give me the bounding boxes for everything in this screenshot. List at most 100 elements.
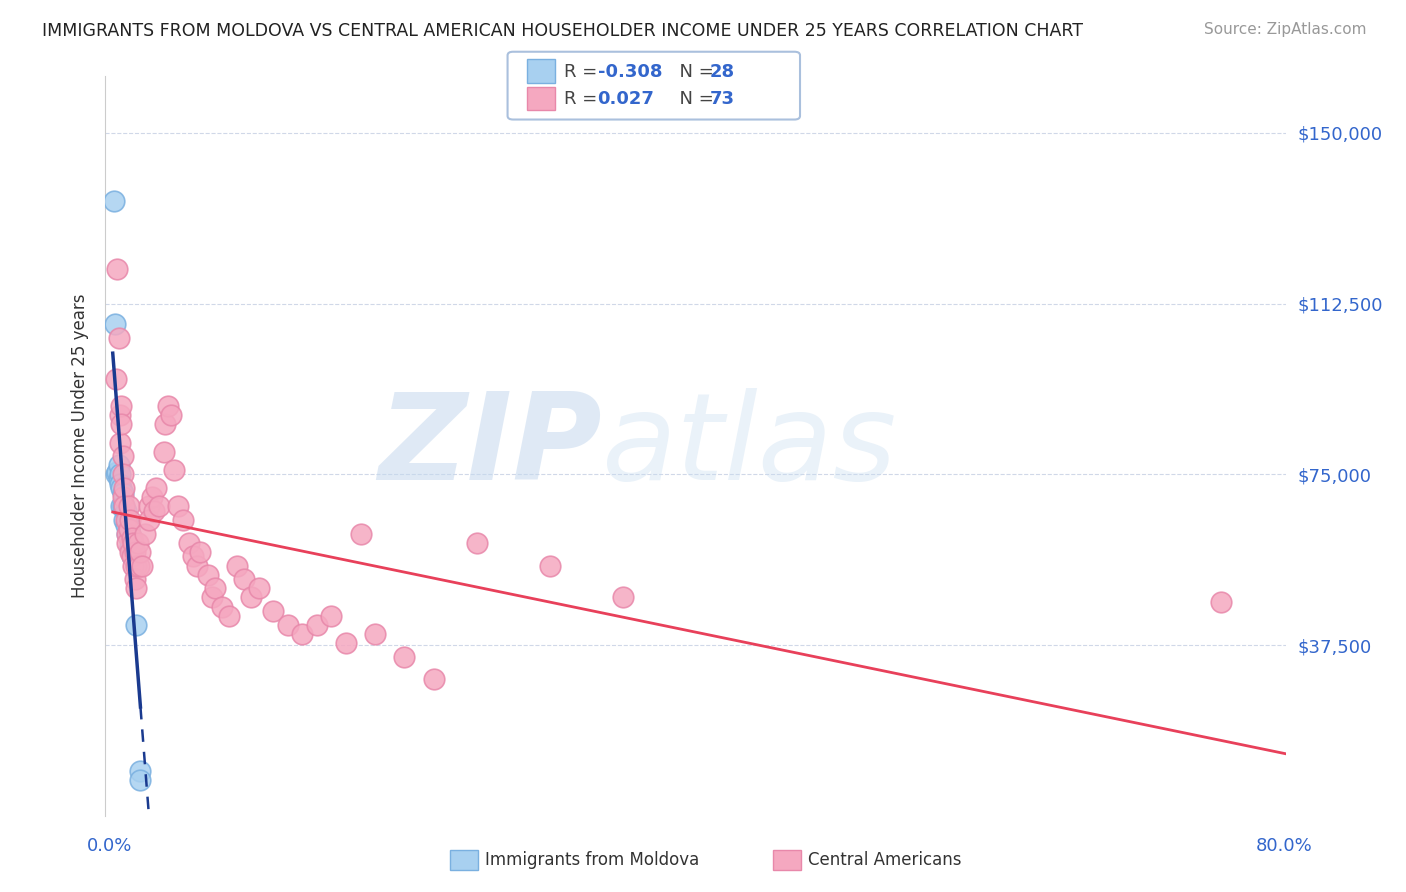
Point [148,500,170,514]
Point [138,500,160,514]
Point [125,582,148,596]
Point [121,549,143,564]
Point [112,500,135,514]
Point [121,531,143,545]
Text: Central Americans: Central Americans [808,851,962,869]
Point [131,558,153,573]
Point [111,490,134,504]
Text: 80.0%: 80.0% [1256,837,1312,855]
Point [394,649,416,664]
Point [117,513,139,527]
Y-axis label: Householder Income Under 25 years: Householder Income Under 25 years [72,293,90,599]
Point [108,435,131,450]
Point [104,372,127,386]
Point [141,490,163,504]
Point [110,417,132,432]
Point [111,500,134,514]
Point [240,591,263,605]
Text: N =: N = [668,90,720,108]
Point [291,627,314,641]
Point [127,536,149,550]
Point [115,517,138,532]
Point [108,467,131,482]
Text: 73: 73 [710,90,735,108]
Point [120,545,142,559]
Point [110,500,132,514]
Text: Source: ZipAtlas.com: Source: ZipAtlas.com [1204,22,1367,37]
Point [128,558,150,573]
Point [120,541,142,555]
Point [155,417,177,432]
Text: R =: R = [564,90,603,108]
Point [117,526,139,541]
Point [138,513,160,527]
Point [145,481,167,495]
Point [129,772,152,787]
Point [188,545,211,559]
Point [125,558,148,573]
Point [204,582,226,596]
Point [177,536,200,550]
Text: -0.308: -0.308 [598,63,662,81]
Point [142,504,165,518]
Text: Immigrants from Moldova: Immigrants from Moldova [485,851,699,869]
Point [197,567,219,582]
Text: N =: N = [668,63,720,81]
Point [118,522,141,536]
Point [121,549,143,564]
Point [152,444,174,458]
Text: 28: 28 [710,63,735,81]
Point [112,481,135,495]
Point [1209,595,1232,609]
Point [163,463,186,477]
Point [305,617,328,632]
Point [107,458,129,473]
Point [120,526,142,541]
Point [247,582,270,596]
Point [465,536,488,550]
Point [321,608,343,623]
Point [104,317,127,331]
Point [120,513,142,527]
Point [115,513,138,527]
Point [110,399,132,413]
Point [157,399,180,413]
Point [349,526,371,541]
Point [129,764,152,778]
Point [172,513,194,527]
Text: ZIP: ZIP [378,387,602,505]
Point [124,572,146,586]
Point [201,591,224,605]
Point [612,591,634,605]
Point [233,572,256,586]
Point [115,504,138,518]
Point [134,526,156,541]
Point [111,485,134,500]
Point [181,549,204,564]
Point [124,545,146,559]
Point [108,476,131,491]
Point [104,467,127,482]
Point [211,599,233,614]
Point [117,526,139,541]
Point [122,558,145,573]
Point [105,465,128,479]
Point [118,500,141,514]
Text: 0.0%: 0.0% [87,837,132,855]
Point [118,531,141,545]
Point [225,558,247,573]
Point [186,558,208,573]
Point [129,545,152,559]
Point [103,194,125,208]
Point [117,536,139,550]
Point [121,533,143,548]
Text: 0.027: 0.027 [598,90,654,108]
Text: atlas: atlas [602,387,897,505]
Point [122,545,145,559]
Point [335,636,357,650]
Point [122,536,145,550]
Point [111,449,134,463]
Point [118,522,141,536]
Point [108,409,131,423]
Point [107,472,129,486]
